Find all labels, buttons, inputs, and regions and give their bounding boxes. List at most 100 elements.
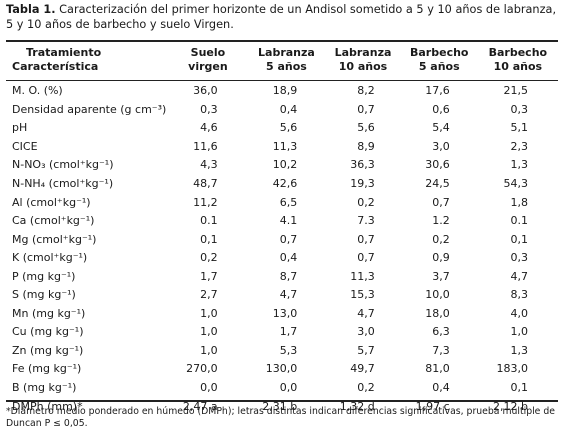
row-value: 0,7 — [432, 195, 450, 209]
header-col-line1: Barbecho — [488, 46, 548, 59]
row-value: 10,0 — [425, 288, 450, 302]
header-col-line1: Suelo — [190, 46, 226, 59]
row-value: 36,0 — [193, 84, 218, 98]
header-col-line1: Labranza — [258, 46, 315, 59]
row-value: 30,6 — [425, 158, 450, 172]
row-label: K (cmol⁺kg⁻¹) — [12, 251, 88, 265]
table-top-rule — [6, 40, 558, 42]
row-value: 1,3 — [510, 343, 529, 357]
row-value: 0,1 — [510, 381, 529, 395]
row-value: 6,5 — [279, 195, 298, 209]
table-row: Al (cmol⁺kg⁻¹) 11,2 6,5 0,2 0,7 1,8 — [6, 193, 558, 212]
table-row: pH 4,6 5,6 5,6 5,4 5,1 — [6, 119, 558, 138]
row-value: 1,7 — [279, 325, 298, 339]
row-value: 1.2 — [432, 214, 450, 228]
row-value: 11,3 — [272, 139, 298, 153]
table-row: B (mg kg⁻¹) 0,0 0,0 0,2 0,4 0,1 — [6, 379, 558, 398]
header-col-line1: Labranza — [334, 46, 392, 59]
row-label: DMPh (mm)* — [12, 399, 83, 413]
row-value: 6,3 — [432, 325, 450, 339]
header-col-line2: 10 años — [338, 60, 388, 73]
header-col-line1: Barbecho — [410, 46, 469, 59]
row-value: 4,0 — [510, 306, 529, 320]
row-value: 1,0 — [200, 343, 218, 357]
row-value: 48,7 — [193, 177, 218, 190]
row-value: 49,7 — [350, 362, 375, 376]
row-value: 8,2 — [357, 84, 375, 98]
row-value: 130,0 — [265, 362, 298, 376]
row-value: 36,3 — [350, 158, 375, 172]
row-value: 0,1 — [510, 232, 529, 246]
row-label: Densidad aparente (g cm⁻³) — [12, 102, 167, 116]
row-value: 3,0 — [432, 139, 450, 153]
header-col: Barbecho 10 años — [478, 46, 558, 82]
row-value: 5,7 — [357, 343, 375, 357]
row-value: 0,2 — [357, 195, 375, 209]
row-label: B (mg kg⁻¹) — [12, 381, 77, 395]
table-row: N-NH₄ (cmol⁺kg⁻¹) 48,7 42,6 19,3 24,5 54,3 — [6, 175, 558, 194]
row-value: 0,2 — [200, 251, 218, 265]
table-row: Fe (mg kg⁻¹) 270,0 130,0 49,7 81,0 183,0 — [6, 360, 558, 379]
row-label: N-NH₄ (cmol⁺kg⁻¹) — [12, 177, 114, 190]
row-value: 5,4 — [432, 121, 450, 135]
row-value: 4,7 — [357, 306, 375, 320]
row-value: 24,5 — [425, 177, 450, 190]
row-value: 2,12 b — [493, 399, 528, 413]
table-row: K (cmol⁺kg⁻¹) 0,2 0,4 0,7 0,9 0,3 — [6, 249, 558, 268]
row-value: 7.3 — [357, 214, 375, 228]
row-value: 21,5 — [503, 84, 529, 98]
row-value: 183,0 — [496, 362, 529, 376]
row-label: Zn (mg kg⁻¹) — [12, 343, 84, 357]
header-col: Labranza 5 años — [248, 46, 326, 82]
row-value: 5,1 — [510, 121, 529, 135]
row-label: Mg (cmol⁺kg⁻¹) — [12, 232, 97, 246]
row-value: 5,6 — [357, 121, 375, 135]
row-value: 1,0 — [200, 306, 218, 320]
table-row: Ca (cmol⁺kg⁻¹) 0.1 4.1 7.3 1.2 0.1 — [6, 212, 558, 231]
row-label: Cu (mg kg⁻¹) — [12, 325, 84, 339]
row-label: M. O. (%) — [12, 84, 63, 98]
header-treatment-line2: Característica — [12, 60, 99, 73]
row-value: 0,3 — [200, 102, 218, 116]
row-value: 7,3 — [432, 343, 450, 357]
table-row: Cu (mg kg⁻¹) 1,0 1,7 3,0 6,3 1,0 — [6, 323, 558, 342]
header-col: Labranza 10 años — [325, 46, 401, 82]
table-caption: Tabla 1. Caracterización del primer hori… — [6, 2, 558, 32]
row-label: N-NO₃ (cmol⁺kg⁻¹) — [12, 158, 114, 172]
row-value: 0,4 — [279, 102, 298, 116]
row-value: 11,2 — [193, 195, 218, 209]
table-header-row: Tratamiento Característica Suelo virgen … — [6, 46, 558, 82]
row-value: 10,2 — [272, 158, 298, 172]
table-row: DMPh (mm)* 2,47 a 2,31 b 1,32 d 1,97 c 2,12 b — [6, 397, 558, 416]
row-value: 4,7 — [279, 288, 298, 302]
header-treatment: Tratamiento Característica — [6, 46, 168, 82]
row-value: 1,97 c — [415, 399, 450, 413]
table-row: M. O. (%) 36,0 18,9 8,2 17,6 21,5 — [6, 82, 558, 101]
row-value: 1,3 — [510, 158, 529, 172]
header-col-line2: 5 años — [266, 60, 307, 73]
row-label: P (mg kg⁻¹) — [12, 269, 76, 283]
row-value: 2,31 b — [262, 399, 298, 413]
row-value: 1,7 — [200, 269, 218, 283]
row-label: Al (cmol⁺kg⁻¹) — [12, 195, 91, 209]
row-label: Ca (cmol⁺kg⁻¹) — [12, 214, 95, 228]
row-value: 2,7 — [200, 288, 218, 302]
row-value: 5,3 — [279, 343, 298, 357]
header-col: Suelo virgen — [168, 46, 247, 82]
table-row: Mg (cmol⁺kg⁻¹) 0,1 0,7 0,7 0,2 0,1 — [6, 230, 558, 249]
row-value: 270,0 — [186, 362, 218, 376]
row-value: 0,7 — [357, 251, 375, 265]
row-value: 13,0 — [272, 306, 298, 320]
row-value: 0,1 — [200, 232, 218, 246]
table-header-rule — [6, 80, 558, 81]
table-footnote: *Diámetro medio ponderado en húmedo (DMP… — [6, 406, 555, 429]
row-value: 11,6 — [193, 139, 218, 153]
table-row: P (mg kg⁻¹) 1,7 8,7 11,3 3,7 4,7 — [6, 267, 558, 286]
header-col-line2: 10 años — [493, 60, 543, 73]
row-value: 4,7 — [510, 269, 529, 283]
table-row: Densidad aparente (g cm⁻³) 0,3 0,4 0,7 0,6 0,… — [6, 101, 558, 120]
row-value: 42,6 — [272, 177, 298, 190]
row-value: 0.1 — [510, 214, 529, 228]
row-value: 8,3 — [510, 288, 529, 302]
row-value: 4,3 — [200, 158, 218, 172]
